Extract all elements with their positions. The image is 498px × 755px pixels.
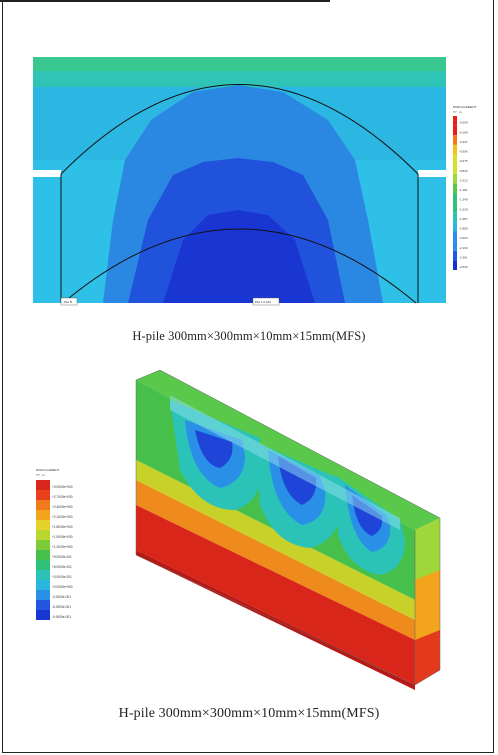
legend-swatch — [36, 580, 50, 590]
block-side-red — [415, 630, 440, 685]
legend-swatch — [453, 116, 457, 126]
legend-swatch — [453, 260, 457, 270]
legend-swatch — [36, 540, 50, 550]
legend-value: -2.193 — [459, 246, 468, 250]
legend-title: DISPLACEMENT — [453, 105, 477, 109]
legend-swatch — [453, 135, 457, 145]
notch-right — [418, 170, 446, 177]
legend-swatch — [36, 550, 50, 560]
legend-swatch — [453, 125, 457, 136]
legend-swatch — [36, 510, 50, 520]
legend-value: -0.169 — [459, 130, 468, 134]
legend-subtitle: TY , m — [453, 110, 462, 114]
legend-swatch — [453, 183, 457, 193]
legend-value: +9.0000e-001 — [52, 555, 72, 559]
legend-swatch — [453, 221, 457, 232]
label-left: Pile B — [64, 300, 72, 304]
legend-swatch — [453, 193, 457, 203]
notch-left — [33, 170, 61, 177]
legend-3d: DISPLACEMENT TY , m +3.0000e+000 +2.7000e… — [36, 468, 73, 620]
legend-value: -1.687 — [459, 217, 468, 221]
legend-value: -1.349 — [459, 198, 468, 202]
legend-swatch — [36, 530, 50, 540]
legend-value: +3.0000e+000 — [52, 485, 73, 489]
legend-value: -0.506 — [459, 150, 468, 154]
zone-deep-blue — [163, 210, 315, 303]
legend-value: -6.0000e-001 — [52, 605, 71, 609]
legend-value: -1.012 — [459, 178, 468, 182]
top-light-overlay — [170, 395, 400, 530]
label-box-left — [60, 297, 78, 306]
legend-value: +1.5000e+000 — [52, 535, 73, 539]
front-band-red — [136, 505, 415, 685]
front-band-orange — [136, 480, 415, 640]
label-box-center — [252, 297, 280, 306]
legend-swatch — [453, 212, 457, 222]
legend-value: -3.0000e-001 — [52, 595, 71, 599]
legend-swatch — [36, 520, 50, 530]
legend-value: +3.0000e-001 — [52, 575, 72, 579]
legend-value: -0.675 — [459, 159, 468, 163]
legend-swatch — [453, 144, 457, 155]
top-rule — [0, 0, 330, 2]
legend-value: +2.7000e+000 — [52, 495, 73, 499]
legend-value: -9.0000e-001 — [52, 615, 71, 619]
contour-plot-3d: DISPLACEMENT TY , m +3.0000e+000 +2.7000e… — [36, 370, 441, 690]
legend-swatch — [453, 241, 457, 251]
lobe-1-core — [195, 430, 233, 468]
legend-value: +1.2000e+000 — [52, 545, 73, 549]
legend-value: +6.0000e-001 — [52, 565, 72, 569]
legend-swatch — [453, 173, 457, 184]
legend-value: +1.8000e+000 — [52, 525, 73, 529]
legend-value: -0.000 — [459, 121, 468, 125]
legend-swatch — [453, 202, 457, 213]
legend-swatch — [453, 231, 457, 242]
legend-value: -1.518 — [459, 207, 468, 211]
legend-swatch — [36, 600, 50, 610]
legend-swatch — [36, 570, 50, 580]
legend-value: +2.1000e+000 — [52, 515, 73, 519]
legend-title: DISPLACEMENT — [36, 468, 60, 472]
figure2-caption: H-pile 300mm×300mm×10mm×15mm(MFS) — [118, 706, 380, 721]
legend-swatch — [36, 500, 50, 510]
legend-swatch — [453, 154, 457, 165]
legend-swatch — [36, 610, 50, 620]
legend-value: -2.361 — [459, 255, 468, 259]
block-top-face — [136, 370, 440, 530]
legend-value: +2.4000e+000 — [52, 505, 73, 509]
block-outline — [135, 370, 441, 686]
legend-value: -1.181 — [459, 188, 468, 192]
arc-upper — [60, 84, 419, 175]
legend-swatch — [453, 250, 457, 261]
legend-value: -2.530 — [459, 265, 468, 269]
displacement-lobes — [170, 400, 405, 575]
legend-swatch — [36, 590, 50, 600]
legend-swatch — [453, 164, 457, 174]
block-side-orange — [415, 570, 440, 640]
legend-swatch — [36, 560, 50, 570]
legend-value: +0.0000e+000 — [52, 585, 73, 589]
legend-value: -1.855 — [459, 227, 468, 231]
figure1-caption: H-pile 300mm×300mm×10mm×15mm(MFS) — [132, 329, 366, 343]
legend-swatch — [36, 480, 50, 490]
legend-value: -2.024 — [459, 236, 468, 240]
band-top-aqua — [33, 71, 446, 87]
legend-value: -0.843 — [459, 169, 468, 173]
arc-lower — [62, 228, 417, 304]
label-center: Pile 1.0 100 — [255, 300, 271, 304]
legend-swatch — [36, 490, 50, 500]
band-top-green — [33, 57, 446, 71]
legend-value: -0.337 — [459, 140, 468, 144]
legend-subtitle: TY , m — [36, 473, 45, 477]
contour-plot-2d: Pile B Pile 1.0 100 DISPLACEMENT TY , m … — [33, 57, 477, 306]
legend-2d: DISPLACEMENT TY , m -0.000 -0.169 -0.337 -0… — [453, 105, 477, 270]
